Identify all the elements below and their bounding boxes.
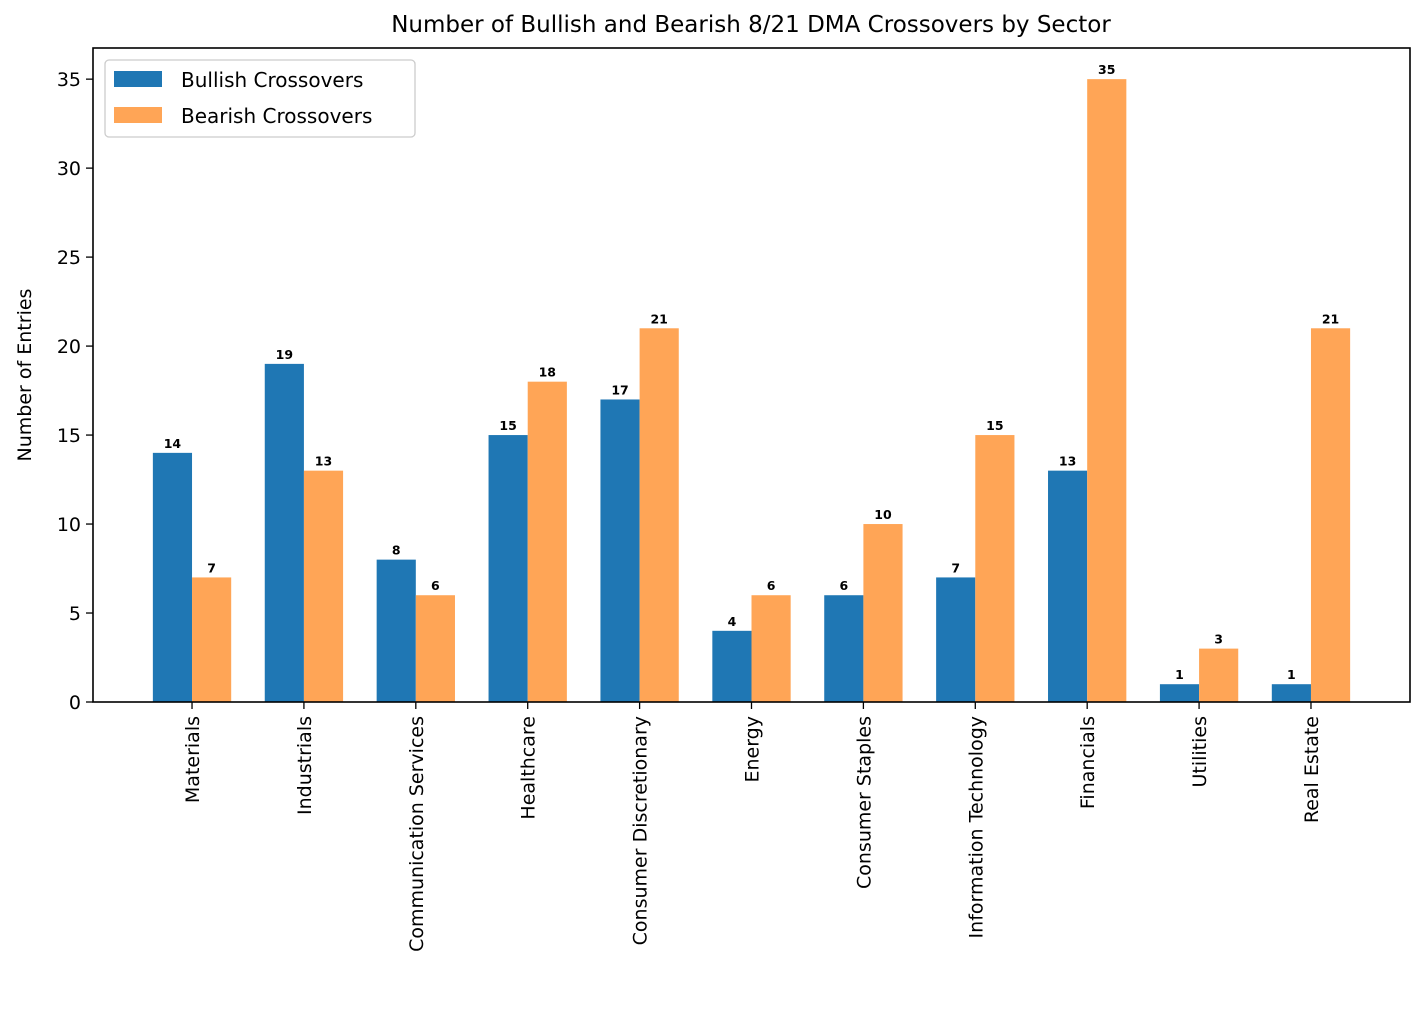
y-tick-label: 20 — [57, 336, 81, 358]
bearish-bar — [192, 577, 232, 702]
bar-value-label: 21 — [650, 311, 667, 326]
x-tick-label: Industrials — [294, 716, 316, 815]
x-tick-label: Healthcare — [518, 716, 540, 820]
y-tick-label: 10 — [57, 514, 81, 536]
x-tick-label: Communication Services — [406, 716, 428, 952]
bearish-bar — [863, 524, 903, 702]
bearish-bar — [639, 328, 679, 702]
legend: Bullish Crossovers Bearish Crossovers — [104, 59, 416, 138]
x-tick-label: Consumer Discretionary — [630, 716, 652, 945]
bearish-bar — [975, 435, 1015, 702]
legend-label-bullish: Bullish Crossovers — [181, 68, 363, 92]
bearish-bar — [303, 470, 344, 702]
bar-value-label: 6 — [767, 578, 776, 593]
bar-value-label: 6 — [431, 578, 440, 593]
bar-value-label: 10 — [874, 507, 892, 522]
legend-swatch-bullish — [114, 71, 162, 87]
bearish-bar — [527, 381, 567, 702]
x-tick-label: Financials — [1077, 716, 1099, 809]
bullish-bar — [1048, 470, 1088, 702]
bar-value-label: 4 — [728, 614, 737, 629]
legend-label-bearish: Bearish Crossovers — [181, 104, 372, 128]
legend-swatch-bearish — [114, 107, 162, 123]
bullish-bar — [376, 559, 416, 702]
bar-value-label: 1 — [1287, 667, 1296, 682]
bar-value-label: 7 — [207, 560, 216, 575]
bullish-bar — [1271, 684, 1311, 702]
bearish-bar — [1087, 79, 1127, 702]
chart-title: Number of Bullish and Bearish 8/21 DMA C… — [391, 12, 1111, 38]
bar-value-label: 6 — [839, 578, 848, 593]
bullish-bar — [600, 399, 640, 702]
bar-value-label: 19 — [276, 347, 293, 362]
y-tick-label: 5 — [69, 603, 81, 625]
bullish-bar — [712, 630, 752, 702]
bearish-bar — [1310, 328, 1351, 702]
y-tick-label: 0 — [69, 692, 81, 714]
y-axis-label: Number of Entries — [14, 289, 36, 462]
bar-value-label: 15 — [499, 418, 516, 433]
bar-value-label: 7 — [951, 560, 960, 575]
bearish-bar — [1199, 648, 1239, 702]
bar-value-label: 13 — [315, 454, 332, 469]
bullish-bar — [936, 577, 976, 702]
x-tick-label: Materials — [182, 716, 204, 803]
bar-value-label: 18 — [539, 365, 556, 380]
y-tick-label: 35 — [57, 69, 81, 91]
bar-value-label: 3 — [1214, 632, 1223, 647]
bar-value-label: 1 — [1175, 667, 1184, 682]
x-tick-label: Utilities — [1189, 716, 1211, 788]
x-tick-label: Real Estate — [1301, 716, 1323, 823]
bullish-bar — [1159, 684, 1200, 702]
bullish-bar — [264, 363, 304, 702]
y-tick-label: 25 — [57, 247, 81, 269]
bullish-bar — [488, 435, 528, 702]
y-tick-label: 15 — [57, 425, 81, 447]
bar-value-label: 21 — [1322, 311, 1339, 326]
x-tick-label: Consumer Staples — [853, 716, 875, 889]
bearish-bar — [751, 595, 791, 702]
bullish-bar — [824, 595, 864, 702]
legend-box — [104, 59, 416, 138]
bar-value-label: 14 — [164, 436, 182, 451]
bar-value-label: 17 — [611, 382, 628, 397]
bar-value-label: 35 — [1098, 62, 1115, 77]
bar-value-label: 8 — [392, 543, 401, 558]
bearish-bar — [415, 595, 455, 702]
x-tick-label: Energy — [742, 716, 764, 783]
x-tick-label: Information Technology — [965, 716, 987, 938]
plot-frame — [92, 47, 1411, 703]
bar-value-label: 13 — [1059, 454, 1076, 469]
bar-value-label: 15 — [986, 418, 1003, 433]
y-tick-label: 30 — [57, 158, 81, 180]
bullish-bar — [152, 452, 193, 702]
